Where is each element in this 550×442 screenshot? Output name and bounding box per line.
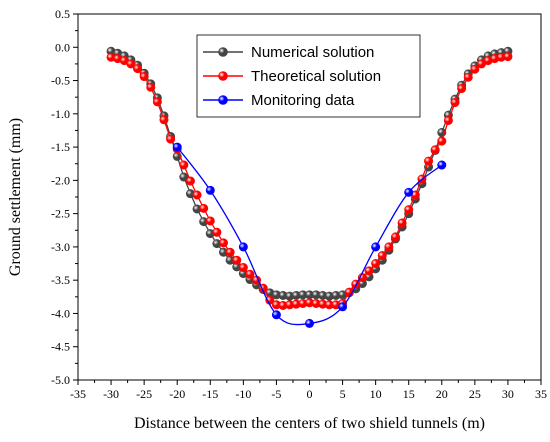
theoretical-solution-point <box>390 232 400 242</box>
legend-label-numerical-solution: Numerical solution <box>251 44 374 61</box>
legend-marker-monitoring-data <box>218 95 228 105</box>
numerical-solution-point <box>179 172 189 182</box>
theoretical-solution-point <box>238 263 248 273</box>
legend: Numerical solution Theoretical solution Mo… <box>196 34 421 118</box>
theoretical-solution-point <box>424 156 434 166</box>
theoretical-solution-point <box>212 227 222 237</box>
theoretical-solution-point <box>152 97 162 107</box>
y-axis-label: Ground settlement (mm) <box>7 118 24 276</box>
legend-label-theoretical-solution: Theoretical solution <box>251 68 381 85</box>
y-tick-label: 0.0 <box>55 40 70 54</box>
x-tick-label: -5 <box>271 387 281 401</box>
x-tick-label: -15 <box>202 387 218 401</box>
y-tick-label: -1.0 <box>51 107 70 121</box>
y-tick-label: -2.0 <box>51 173 70 187</box>
y-tick-label: -4.0 <box>51 306 70 320</box>
theoretical-solution-point <box>384 242 394 252</box>
theoretical-solution-point <box>377 251 387 261</box>
x-tick-label: 15 <box>403 387 415 401</box>
theoretical-solution-point <box>199 203 209 213</box>
legend-marker-numerical-solution <box>218 47 228 57</box>
x-tick-label: 25 <box>469 387 481 401</box>
monitoring-data-point <box>172 142 182 152</box>
theoretical-solution-point <box>457 84 467 94</box>
y-tick-label: -3.0 <box>51 240 70 254</box>
theoretical-solution-point <box>364 266 374 276</box>
y-tick-label: -4.5 <box>51 340 70 354</box>
monitoring-data-point <box>238 242 248 252</box>
x-axis-label: Distance between the centers of two shie… <box>134 415 485 432</box>
legend-marker-theoretical-solution <box>218 71 228 81</box>
x-tick-label: 30 <box>502 387 514 401</box>
monitoring-data-point <box>338 302 348 312</box>
theoretical-solution-point <box>192 190 202 200</box>
y-tick-label: -3.5 <box>51 273 70 287</box>
theoretical-solution-point <box>166 134 176 144</box>
legend-label-monitoring-data: Monitoring data <box>251 92 355 109</box>
theoretical-solution-point <box>470 64 480 74</box>
x-tick-label: -35 <box>70 387 86 401</box>
theoretical-solution-point <box>450 98 460 108</box>
chart-marks <box>106 46 513 328</box>
x-tick-label: -10 <box>235 387 251 401</box>
x-tick-label: 5 <box>340 387 346 401</box>
theoretical-solution-point <box>437 136 447 146</box>
theoretical-solution-point <box>133 64 143 74</box>
monitoring-data-point <box>437 160 447 170</box>
theoretical-solution-point <box>232 255 242 265</box>
x-tick-label: -20 <box>169 387 185 401</box>
theoretical-solution-point <box>245 269 255 279</box>
x-tick-label: -25 <box>136 387 152 401</box>
theoretical-solution-point <box>463 72 473 82</box>
theoretical-solution-point <box>430 145 440 155</box>
x-tick-label: 10 <box>370 387 382 401</box>
theoretical-solution-point <box>397 218 407 228</box>
monitoring-data-point <box>205 185 215 195</box>
x-tick-label: -30 <box>103 387 119 401</box>
theoretical-solution-point <box>503 52 513 62</box>
plot-area: -35 -30 -25 -20 -15 -10 -5 0 5 10 15 20 25 30 35 -5.0 -4… <box>51 7 547 401</box>
y-tick-label: -1.5 <box>51 140 70 154</box>
theoretical-solution-point <box>371 259 381 269</box>
theoretical-solution-point <box>185 176 195 186</box>
x-tick-label: 0 <box>307 387 313 401</box>
theoretical-solution-point <box>146 82 156 92</box>
theoretical-solution-point <box>443 115 453 125</box>
y-tick-label: -0.5 <box>51 74 70 88</box>
monitoring-data-point <box>271 310 281 320</box>
y-tick-label: -2.5 <box>51 207 70 221</box>
theoretical-solution-point <box>179 160 189 170</box>
theoretical-solution-point <box>219 238 229 248</box>
x-tick-label: 35 <box>535 387 547 401</box>
y-tick-label: -5.0 <box>51 373 70 387</box>
y-tick-label: 0.5 <box>55 7 70 21</box>
theoretical-solution-point <box>159 115 169 125</box>
monitoring-data-point <box>371 242 381 252</box>
x-tick-label: 20 <box>436 387 448 401</box>
monitoring-data-point <box>404 187 414 197</box>
theoretical-solution-point <box>404 205 414 215</box>
monitoring-data-point <box>304 318 314 328</box>
theoretical-solution-point <box>225 247 235 257</box>
theoretical-solution-point <box>126 59 136 69</box>
theoretical-solution-point <box>139 72 149 82</box>
theoretical-solution-point <box>205 216 215 226</box>
